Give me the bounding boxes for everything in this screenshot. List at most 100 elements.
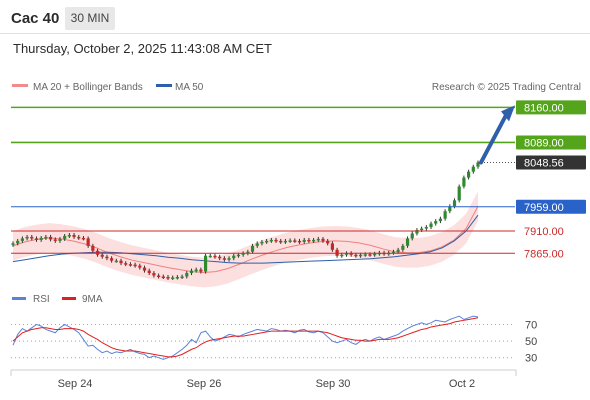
rsi-legend-label: RSI: [33, 294, 50, 305]
candle-body: [166, 277, 170, 279]
candle-body: [429, 223, 433, 228]
candle-body: [213, 255, 217, 258]
candle-body: [194, 269, 198, 272]
candle-body: [448, 206, 452, 212]
candle-body: [443, 211, 447, 219]
candle-body: [203, 255, 208, 272]
x-tick-label: Sep 26: [187, 378, 222, 390]
candle-body: [424, 227, 428, 229]
projection-arrowhead: [501, 105, 515, 122]
price-tag-label: 8160.00: [524, 102, 564, 114]
candle-body: [471, 166, 475, 172]
candle-body: [72, 234, 76, 237]
rsi-ma-line: [12, 317, 479, 358]
candle-body: [171, 277, 175, 280]
candle-body: [344, 253, 349, 255]
price-tag: [516, 155, 586, 170]
candle-body: [81, 237, 86, 240]
candle-body: [269, 239, 273, 242]
instrument-title: Cac 40: [11, 10, 60, 27]
candle-body: [185, 273, 189, 277]
candle-body: [274, 239, 278, 242]
candle-body: [279, 240, 283, 243]
candle-body: [326, 240, 330, 244]
candle-body: [368, 254, 372, 256]
rsi-level-label: 70: [525, 319, 537, 331]
candle-body: [20, 238, 24, 241]
price-tag: [516, 100, 586, 115]
rsi-legend: RSI 9MA: [12, 294, 103, 305]
candle-body: [39, 237, 43, 240]
candle-body: [189, 270, 194, 274]
candle-body: [236, 254, 241, 257]
candle-body: [297, 240, 302, 243]
candle-body: [457, 186, 461, 201]
timestamp: Thursday, October 2, 2025 11:43:08 AM CE…: [13, 41, 272, 56]
candle-body: [34, 238, 39, 240]
price-tag: [516, 135, 586, 150]
candle-body: [438, 218, 443, 222]
chart-legend: MA 20 + Bollinger Bands MA 50 Research ©…: [12, 82, 581, 93]
price-tag-label: 7865.00: [524, 248, 564, 260]
candle-body: [91, 245, 95, 251]
candle-body: [283, 240, 288, 243]
candle-body: [222, 258, 226, 260]
candle-body: [293, 240, 297, 242]
candle-body: [241, 253, 245, 255]
candle-body: [405, 238, 410, 246]
candle-body: [462, 177, 466, 187]
candle-body: [396, 249, 400, 252]
rsi-ma-legend-swatch: [62, 297, 76, 300]
candle-body: [25, 236, 29, 239]
candle-body: [232, 255, 236, 259]
candle-body: [124, 263, 128, 265]
candle-body: [180, 276, 184, 279]
candle-body: [16, 240, 20, 244]
candle-body: [175, 277, 179, 279]
candle-body: [312, 239, 316, 242]
candle-body: [255, 243, 259, 246]
x-tick-label: Sep 24: [58, 378, 93, 390]
candle-body: [265, 240, 269, 243]
rsi-panel: 70 50 30: [11, 315, 537, 365]
credit-text: Research © 2025 Trading Central: [432, 82, 581, 93]
price-tag-label: 7959.00: [524, 202, 564, 214]
bb-legend-label: MA 20 + Bollinger Bands: [33, 82, 143, 93]
candle-body: [476, 162, 480, 167]
candle-body: [349, 253, 353, 255]
candle-body: [161, 276, 165, 279]
candle-body: [321, 238, 325, 241]
candle-body: [288, 240, 292, 242]
candle-body: [133, 264, 137, 267]
timeframe-button[interactable]: 30 MIN: [65, 7, 115, 30]
bollinger-band-area: [13, 191, 478, 288]
rsi-level-label: 50: [525, 336, 537, 348]
candle-body: [420, 228, 424, 231]
price-tag-label: 7910.00: [524, 226, 564, 238]
candle-body: [208, 255, 212, 258]
chart-header: Cac 40 30 MIN: [0, 0, 590, 34]
candle-body: [11, 243, 15, 245]
candle-body: [363, 254, 367, 256]
price-tag-label: 8089.00: [524, 137, 564, 149]
time-axis: Sep 24 Sep 26 Sep 30 Oct 2: [10, 369, 517, 390]
candle-body: [340, 254, 344, 257]
candle-body: [142, 267, 147, 271]
rsi-level-label: 30: [525, 353, 537, 365]
candle-body: [128, 264, 133, 266]
candle-body: [147, 270, 151, 274]
candle-body: [67, 234, 71, 237]
ma50-line: [12, 214, 479, 264]
candle-body: [354, 254, 358, 257]
candle-body: [452, 200, 457, 207]
projection-arrow: [479, 111, 509, 165]
candle-body: [373, 253, 377, 256]
candle-body: [152, 273, 156, 276]
ma50-legend-label: MA 50: [175, 82, 204, 93]
candle-body: [227, 258, 231, 260]
candle-body: [218, 256, 222, 259]
bb-legend-swatch: [12, 84, 28, 87]
level-layer: 8160.00 8089.00 8048.56 7959.00 7910.00 7865.…: [11, 100, 586, 260]
candle-body: [119, 260, 123, 264]
